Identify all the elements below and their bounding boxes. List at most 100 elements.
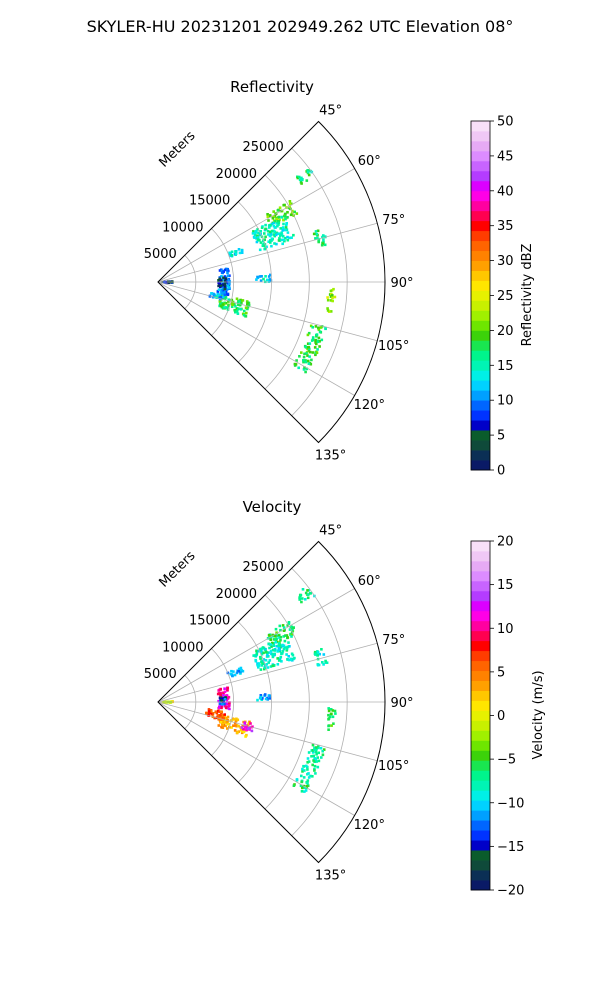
echo-gate [219, 288, 223, 292]
echo-gate [264, 697, 268, 701]
echo-gate [217, 284, 220, 288]
echo-gate [235, 731, 239, 735]
echo-gate [301, 767, 304, 771]
echo-gate [241, 724, 245, 728]
echo-gate [227, 277, 231, 281]
echo-gate [254, 230, 257, 234]
echo-gate [273, 242, 276, 245]
echo-gate [285, 653, 288, 656]
echo-gate [277, 220, 280, 223]
echo-gate [223, 293, 227, 297]
echo-gate [316, 651, 320, 654]
echo-gate [318, 345, 321, 348]
echo-gate [314, 353, 317, 357]
colorbar-segment [471, 580, 490, 592]
echo-gate [295, 212, 299, 215]
colorbar-tick-label: 20 [497, 535, 514, 550]
echo-gate [220, 718, 223, 721]
colorbar-segment [471, 290, 490, 301]
colorbar-segment [471, 570, 490, 582]
echo-gate [312, 759, 315, 762]
echo-gate [240, 249, 244, 252]
echo-gate [293, 656, 296, 660]
echo-gate [264, 227, 267, 231]
velocity-radial-ticks: 5000 10000 15000 20000 25000 [144, 560, 284, 682]
echo-gate [218, 692, 221, 695]
echo-gate [319, 746, 323, 750]
echo-gate [268, 697, 272, 700]
echo-gate [306, 170, 310, 174]
azimuth-tick-label: 120° [354, 398, 385, 413]
echo-gate [225, 288, 229, 291]
echo-gate [242, 730, 246, 734]
echo-gate [224, 716, 228, 720]
echo-gate [220, 699, 223, 702]
echo-gate [256, 234, 259, 238]
echo-gate [288, 645, 291, 648]
echo-gate [308, 342, 312, 345]
echo-gate [220, 292, 224, 295]
echo-gate [320, 756, 323, 759]
echo-gate [269, 665, 273, 668]
echo-gate [217, 689, 220, 692]
echo-gate [258, 662, 261, 665]
echo-gate [255, 240, 259, 244]
colorbar-segment [471, 600, 490, 612]
reflectivity-panel: Reflectivity 5000 10000 15000 20000 25000 45… [144, 78, 535, 479]
colorbar-segment [471, 541, 490, 552]
echo-gate [322, 748, 326, 751]
echo-gate [271, 653, 274, 656]
echo-gate [285, 634, 289, 637]
colorbar-segment [471, 370, 490, 381]
echo-gate [304, 359, 307, 362]
echo-gate [307, 593, 310, 596]
echo-gate [277, 221, 281, 225]
colorbar-tick-label: 50 [497, 115, 514, 130]
echo-gate [279, 645, 282, 649]
echo-gate [222, 295, 225, 299]
echo-gate [286, 658, 289, 661]
echo-gate [272, 638, 276, 641]
echo-gate [278, 624, 282, 628]
echo-gate [219, 710, 223, 713]
echo-far-arc-northeast [313, 648, 329, 667]
echo-gate [223, 287, 227, 291]
echo-gate [237, 307, 240, 310]
colorbar-segment [471, 140, 490, 152]
echo-gate [223, 285, 227, 288]
echo-gate [218, 269, 222, 272]
echo-gate [264, 235, 267, 239]
colorbar-segment [471, 870, 490, 881]
echo-gate [286, 235, 289, 239]
echo-gate [284, 217, 287, 221]
echo-gate [302, 765, 306, 768]
radial-tick-label: 5000 [144, 667, 177, 682]
echo-gate [222, 716, 225, 720]
colorbar-segment [471, 710, 490, 721]
echo-gate [263, 232, 266, 235]
colorbar-segment [471, 740, 490, 751]
echo-gate [221, 286, 225, 290]
azimuth-gridline [157, 701, 378, 762]
echo-gate [306, 354, 309, 357]
echo-gate [223, 268, 227, 272]
echo-gate [235, 297, 239, 301]
echo-gate [279, 227, 282, 230]
echo-gate [266, 696, 269, 700]
echo-gate [306, 169, 309, 172]
echo-gate [267, 233, 270, 236]
colorbar-segment [471, 640, 490, 652]
echo-gate [306, 596, 310, 600]
echo-gate [274, 638, 277, 641]
echo-gate [259, 647, 262, 651]
echo-gate [315, 753, 318, 756]
echo-gate [266, 651, 269, 655]
echo-far-arc-east [327, 707, 337, 731]
echo-gate [318, 652, 321, 656]
echo-gate [305, 352, 308, 355]
echo-gate [307, 772, 310, 775]
echo-gate [225, 698, 229, 702]
echo-gate [258, 696, 262, 700]
echo-gate [320, 648, 323, 651]
echo-gate [318, 330, 322, 333]
